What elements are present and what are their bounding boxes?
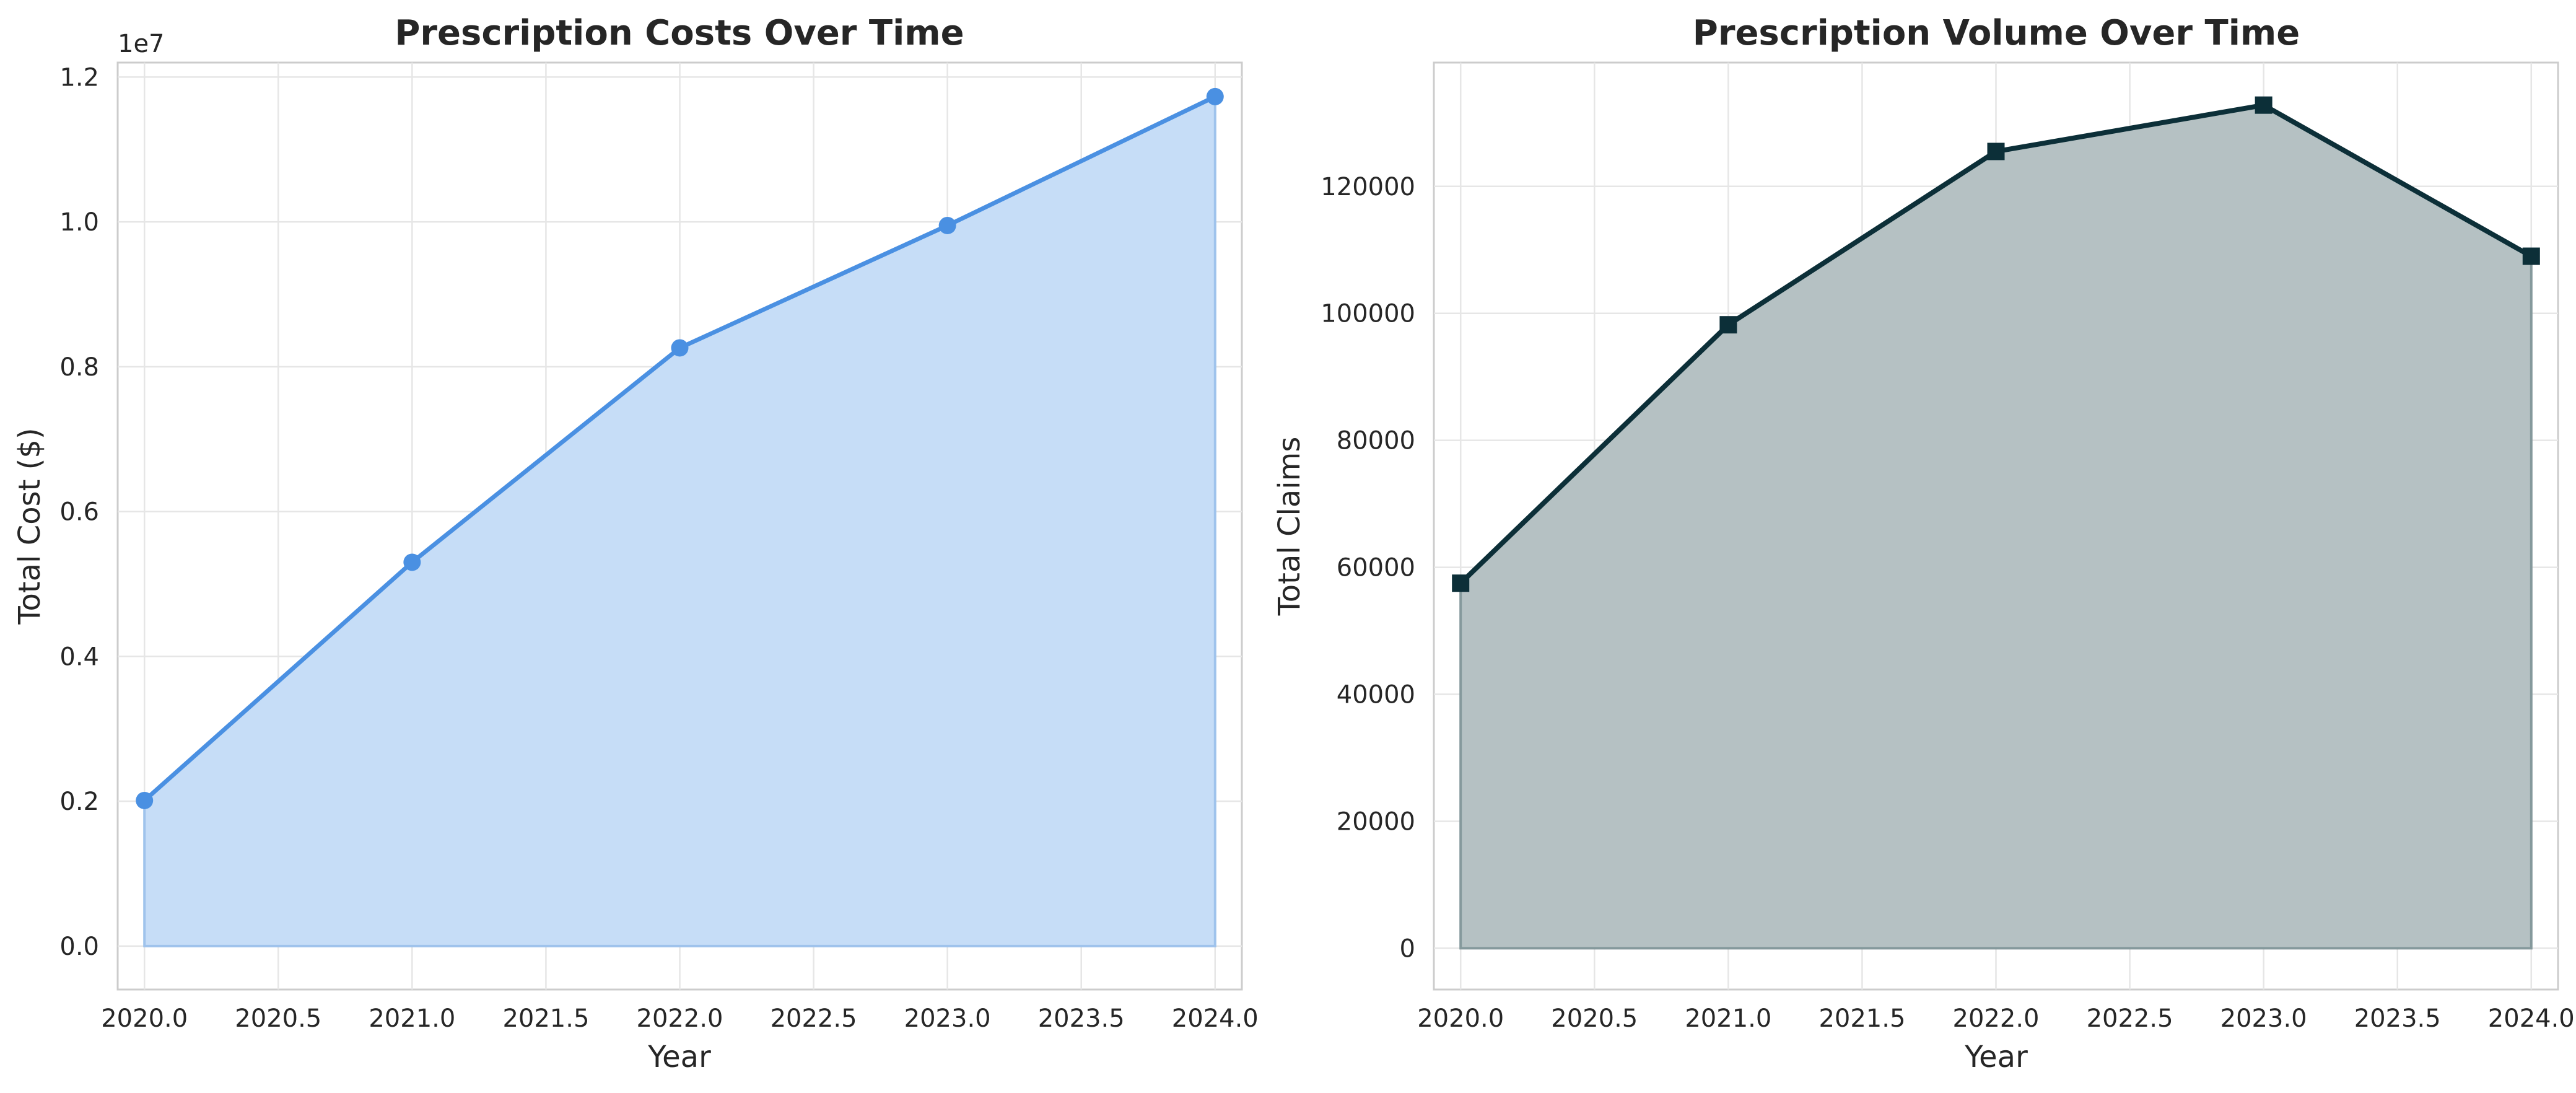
x-axis-label: Year [647, 1040, 711, 1074]
y-axis-ticks: 0 20000 40000 60000 80000 100000 120000 [1321, 173, 1415, 964]
y-tick-label: 1.2 [59, 63, 99, 92]
chart-title: Prescription Costs Over Time [395, 13, 964, 53]
data-point-marker [938, 216, 956, 234]
x-tick-label: 2020.0 [1417, 1004, 1504, 1033]
x-axis-label: Year [1964, 1040, 2028, 1074]
x-axis-ticks: 2020.0 2020.5 2021.0 2021.5 2022.0 2022.5 2023… [101, 1004, 1259, 1033]
y-tick-label: 100000 [1321, 300, 1415, 328]
chart-title: Prescription Volume Over Time [1693, 13, 2300, 53]
y-axis-ticks: 0.0 0.2 0.4 0.6 0.8 1.0 1.2 [59, 63, 99, 961]
data-point-marker [2522, 247, 2540, 265]
y-tick-label: 0.4 [59, 643, 99, 671]
x-tick-label: 2024.0 [1172, 1004, 1259, 1033]
x-tick-label: 2022.0 [1953, 1004, 2040, 1033]
x-tick-label: 2024.0 [2488, 1004, 2575, 1033]
y-tick-label: 120000 [1321, 173, 1415, 201]
x-tick-label: 2021.5 [1818, 1004, 1905, 1033]
x-tick-label: 2023.5 [2354, 1004, 2441, 1033]
data-point-marker [2255, 96, 2273, 114]
y-axis-label: Total Claims [1272, 437, 1307, 617]
y-tick-label: 0.2 [59, 788, 99, 816]
volume-chart: Prescription Volume Over Time 2020.0 2020… [1272, 13, 2575, 1074]
y-tick-label: 20000 [1337, 807, 1415, 836]
x-axis-ticks: 2020.0 2020.5 2021.0 2021.5 2022.0 2022.5 2023… [1417, 1004, 2575, 1033]
marker-layer [136, 87, 1224, 809]
cost-chart: Prescription Costs Over Time 2020.0 2020.… [12, 13, 1259, 1074]
x-tick-label: 2022.5 [2087, 1004, 2173, 1033]
x-tick-label: 2023.0 [904, 1004, 991, 1033]
data-point-marker [671, 339, 689, 357]
y-tick-label: 80000 [1337, 427, 1415, 455]
data-point-marker [1452, 574, 1470, 592]
data-point-marker [403, 553, 421, 571]
x-tick-label: 2021.0 [1685, 1004, 1771, 1033]
data-point-marker [136, 791, 154, 809]
x-tick-label: 2023.0 [2220, 1004, 2307, 1033]
y-tick-label: 0 [1400, 934, 1415, 963]
data-point-marker [1987, 143, 2005, 160]
y-tick-label: 0.6 [59, 498, 99, 527]
x-tick-label: 2021.0 [369, 1004, 455, 1033]
x-tick-label: 2020.5 [235, 1004, 321, 1033]
x-tick-label: 2023.5 [1038, 1004, 1125, 1033]
x-tick-label: 2022.5 [771, 1004, 857, 1033]
x-tick-label: 2021.5 [502, 1004, 589, 1033]
y-tick-label: 1.0 [59, 208, 99, 237]
y-tick-label: 60000 [1337, 554, 1415, 582]
x-tick-label: 2022.0 [637, 1004, 723, 1033]
data-point-marker [1719, 316, 1737, 334]
y-axis-label: Total Cost ($) [12, 428, 47, 625]
x-tick-label: 2020.5 [1551, 1004, 1638, 1033]
x-tick-label: 2020.0 [101, 1004, 188, 1033]
y-tick-label: 40000 [1337, 681, 1415, 709]
y-offset-label: 1e7 [118, 30, 165, 58]
marker-layer [1452, 96, 2540, 592]
y-tick-label: 0.0 [59, 933, 99, 961]
data-point-marker [1206, 87, 1224, 105]
y-tick-label: 0.8 [59, 353, 99, 382]
